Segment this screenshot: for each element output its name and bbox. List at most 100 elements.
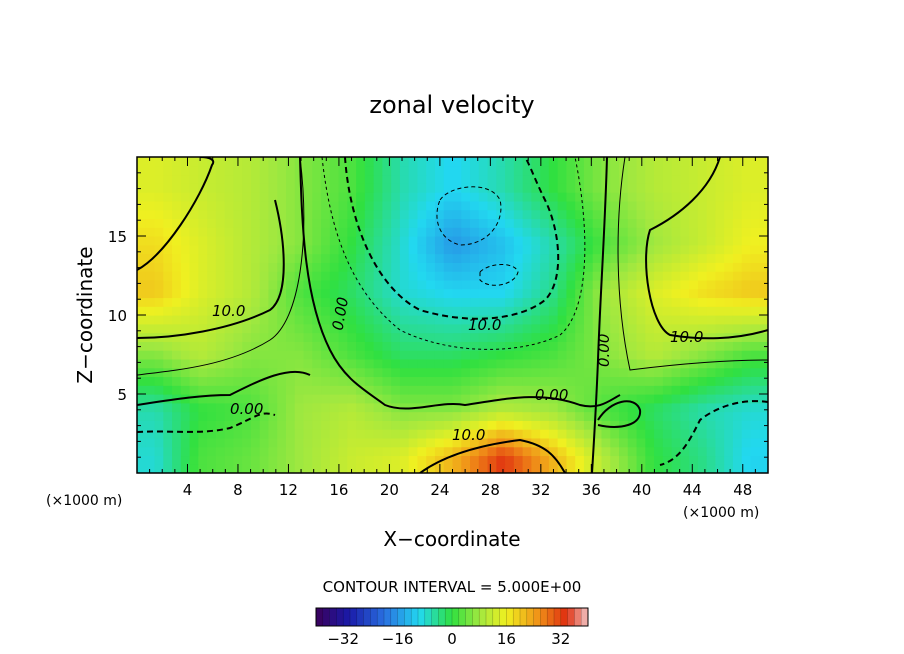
field-cell (522, 411, 532, 421)
field-cell (180, 323, 191, 334)
field-cell (434, 253, 445, 263)
field-cell (303, 279, 313, 290)
field-cell (417, 209, 427, 220)
field-cell (189, 297, 199, 307)
field-cell (312, 262, 322, 272)
field-cell (329, 376, 340, 386)
field-cell (364, 455, 375, 465)
field-cell (461, 315, 471, 325)
field-cell (583, 236, 594, 246)
field-cell (619, 446, 629, 457)
field-cell (487, 385, 497, 395)
field-cell (364, 420, 375, 430)
field-cell (137, 323, 147, 334)
field-cell (513, 200, 524, 211)
field-cell (242, 411, 252, 421)
field-cell (689, 165, 699, 176)
field-cell (154, 323, 164, 334)
field-cell (268, 236, 278, 246)
field-cell (513, 236, 524, 246)
field-cell (583, 429, 594, 439)
field-cell (163, 429, 173, 439)
field-cell (619, 183, 629, 193)
field-cell (531, 306, 541, 316)
field-cell (671, 236, 681, 246)
field-cell (706, 209, 717, 220)
field-cell (680, 244, 690, 255)
field-cell (215, 367, 226, 378)
field-cell (417, 192, 427, 202)
field-cell (557, 420, 568, 430)
field-cell (452, 420, 462, 430)
field-cell (522, 420, 532, 430)
field-cell (426, 218, 436, 228)
field-cell (557, 227, 568, 237)
field-cell (654, 411, 664, 421)
field-cell (233, 446, 243, 457)
field-cell (242, 332, 252, 342)
field-cell (461, 350, 471, 360)
field-cell (303, 437, 313, 448)
field-cell (741, 279, 752, 290)
field-cell (198, 341, 208, 351)
field-cell (172, 271, 182, 281)
field-cell (285, 192, 296, 202)
field-cell (356, 174, 366, 184)
field-cell (522, 323, 532, 334)
field-cell (715, 227, 725, 237)
field-cell (198, 394, 208, 404)
field-cell (312, 394, 322, 404)
field-cell (268, 455, 278, 465)
field-cell (180, 262, 191, 272)
field-cell (706, 446, 717, 457)
field-cell (575, 262, 585, 272)
field-cell (487, 455, 497, 465)
field-cell (417, 227, 427, 237)
field-cell (259, 157, 270, 167)
field-cell (697, 315, 708, 325)
field-cell (303, 394, 313, 404)
field-cell (338, 376, 348, 386)
field-cell (610, 157, 620, 167)
field-cell (145, 227, 156, 237)
field-cell (654, 227, 664, 237)
field-cell (277, 218, 287, 228)
field-cell (250, 464, 261, 473)
field-cell (137, 306, 147, 316)
field-cell (645, 376, 655, 386)
field-cell (312, 183, 322, 193)
colorbar-swatch (322, 608, 330, 626)
field-cell (741, 385, 752, 395)
field-cell (277, 253, 287, 263)
field-cell (373, 174, 383, 184)
field-cell (356, 385, 366, 395)
field-cell (741, 174, 752, 184)
field-cell (715, 200, 725, 211)
field-cell (671, 323, 681, 334)
x-tick-label: 24 (430, 481, 449, 499)
field-cell (417, 341, 427, 351)
field-cell (215, 227, 226, 237)
field-cell (347, 332, 357, 342)
field-cell (356, 288, 366, 299)
field-cell (329, 236, 340, 246)
field-cell (575, 174, 585, 184)
field-cell (619, 323, 629, 334)
field-cell (645, 262, 655, 272)
field-cell (697, 464, 708, 473)
field-cell (654, 402, 664, 413)
field-cell (540, 446, 550, 457)
field-cell (312, 420, 322, 430)
field-cell (680, 236, 690, 246)
field-cell (750, 429, 760, 439)
colorbar-swatch (384, 608, 392, 626)
field-cell (443, 253, 454, 263)
field-cell (627, 297, 638, 307)
field-cell (531, 385, 541, 395)
field-cell (732, 358, 743, 369)
field-cell (697, 218, 708, 228)
field-cell (364, 394, 375, 404)
field-cell (207, 332, 217, 342)
field-cell (522, 271, 532, 281)
field-cell (636, 455, 646, 465)
